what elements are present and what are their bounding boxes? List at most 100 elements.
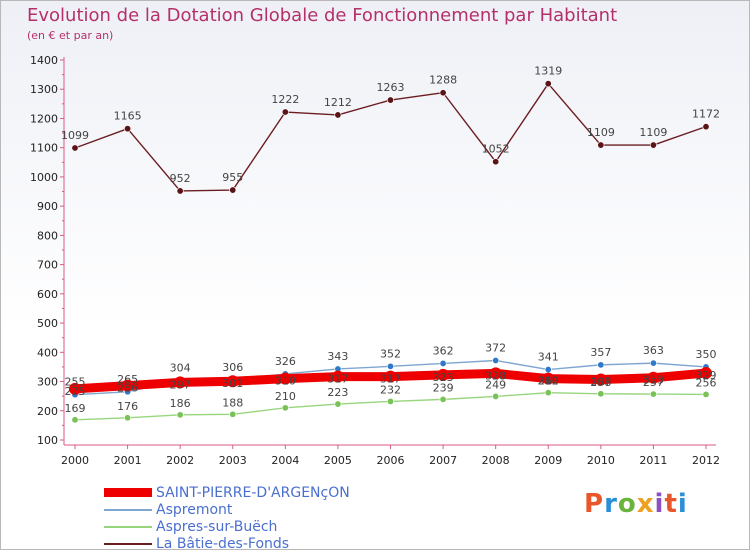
data-point [386,96,394,104]
data-point [176,187,184,195]
data-label: 306 [222,361,243,374]
y-tick-label: 500 [37,317,58,330]
data-point [544,366,552,374]
data-label: 328 [485,369,506,382]
data-point [226,375,239,388]
x-tick-label: 2006 [377,454,405,467]
legend-label: La Bâtie-des-Fonds [156,535,290,552]
data-point [700,367,712,380]
data-point [544,389,552,397]
data-point [69,382,81,395]
y-tick-label: 1300 [30,83,58,96]
data-label: 313 [643,374,664,387]
legend-swatch [104,542,152,545]
data-label: 239 [433,381,454,394]
data-point [492,392,500,400]
data-point [386,397,394,405]
data-label: 350 [696,348,717,361]
data-label: 323 [433,371,454,384]
data-point [542,372,555,385]
x-tick-label: 2009 [534,454,562,467]
data-point [174,376,187,389]
legend: SAINT-PIERRE-D'ARGENçON Aspremont Aspres-s… [104,484,350,552]
data-point [334,111,342,119]
data-point [281,108,289,116]
y-tick-label: 100 [37,434,58,447]
data-label: 232 [380,383,401,396]
data-point [702,390,710,398]
y-tick-label: 1400 [30,54,58,67]
proxiti-logo: Proxiti [584,489,688,519]
data-label: 286 [117,382,138,395]
data-label: 952 [170,172,191,185]
x-tick-label: 2003 [219,454,247,467]
data-label: 310 [538,375,559,388]
data-point [279,372,292,385]
data-label: 955 [222,171,243,184]
data-point [594,373,607,386]
data-label: 186 [170,397,191,410]
data-label: 329 [696,369,717,382]
data-point [71,144,79,152]
data-point [492,356,500,364]
legend-swatch [104,508,152,511]
legend-item: SAINT-PIERRE-D'ARGENçON [104,484,350,501]
data-label: 304 [170,361,191,374]
data-point [384,370,397,383]
data-label: 317 [380,373,401,386]
data-label: 258 [590,376,611,389]
data-point [649,141,657,149]
y-tick-label: 400 [37,346,58,359]
data-point [489,367,502,380]
data-point [492,158,500,166]
data-point [544,80,552,88]
data-label: 262 [538,375,559,388]
data-point [124,414,132,422]
data-point [176,411,184,419]
legend-label: Aspremont [156,501,233,518]
data-point [439,89,447,97]
data-label: 343 [327,350,348,363]
data-label: 352 [380,347,401,360]
data-point [597,141,605,149]
chart-subtitle: (en € et par an) [27,29,114,42]
x-tick-label: 2010 [587,454,615,467]
data-label: 1212 [324,96,352,109]
data-point [229,186,237,194]
x-tick-label: 2005 [324,454,352,467]
data-point [597,361,605,369]
legend-label: Aspres-sur-Buëch [156,518,278,535]
data-label: 1319 [534,65,562,78]
data-label: 249 [485,378,506,391]
data-label: 307 [590,375,611,388]
legend-label: SAINT-PIERRE-D'ARGENçON [156,484,350,501]
data-label: 1109 [587,126,615,139]
data-label: 1109 [639,126,667,139]
x-tick-label: 2007 [429,454,457,467]
y-tick-label: 1000 [30,171,58,184]
x-tick-label: 2000 [61,454,89,467]
data-label: 301 [222,377,243,390]
data-point [331,370,344,383]
data-label: 188 [222,396,243,409]
data-point [334,400,342,408]
data-label: 275 [65,385,86,398]
data-label: 257 [643,376,664,389]
chart-title: Evolution de la Dotation Globale de Fonc… [27,5,618,26]
data-point [702,123,710,131]
data-point [281,404,289,412]
legend-swatch [104,488,152,497]
legend-swatch [104,525,152,528]
legend-item: Aspres-sur-Buëch [104,518,350,535]
data-point [386,362,394,370]
x-tick-label: 2004 [271,454,299,467]
data-label: 1099 [61,129,89,142]
data-label: 310 [275,375,296,388]
data-label: 341 [538,351,559,364]
data-label: 210 [275,390,296,403]
y-tick-label: 1100 [30,142,58,155]
data-label: 223 [327,386,348,399]
data-point [647,371,660,384]
